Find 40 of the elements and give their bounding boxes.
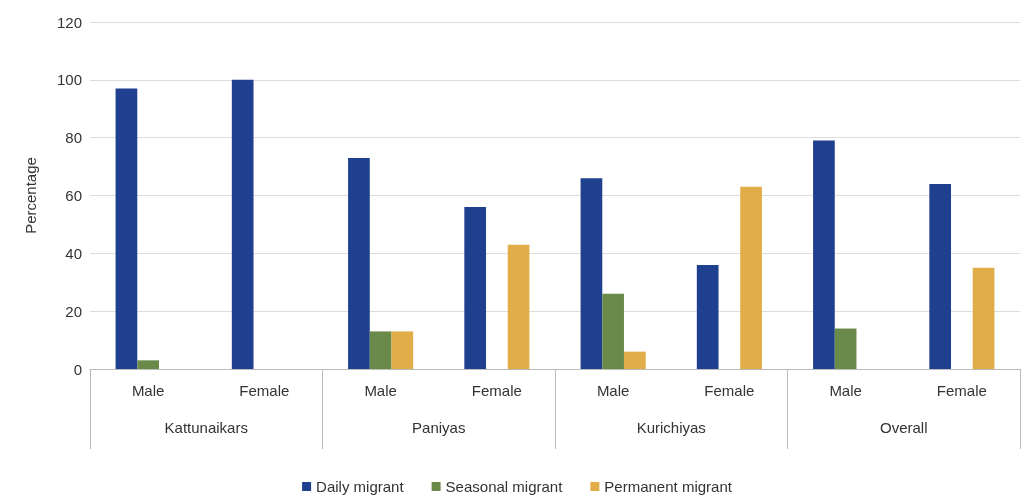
y-tick-label: 60 <box>65 187 82 204</box>
bar <box>464 207 487 369</box>
y-tick-label: 80 <box>65 129 82 147</box>
x-tick-label: Female <box>936 382 987 399</box>
x-tick-label: Female <box>239 382 290 399</box>
y-axis-title: Percentage <box>22 157 39 234</box>
text: Overall <box>879 419 928 436</box>
x-tick-label: Male <box>364 382 397 399</box>
bar <box>972 267 995 369</box>
x-tick-label: Female <box>704 382 755 399</box>
x-tick-label: Male <box>829 382 862 399</box>
bar <box>834 328 857 369</box>
x-tick-label: Male <box>131 382 165 399</box>
bar <box>623 351 646 369</box>
bar <box>696 264 719 369</box>
bar <box>231 79 254 369</box>
x-tick-label: Male <box>596 382 630 399</box>
bar <box>369 331 392 369</box>
y-tick-label: 20 <box>65 302 82 320</box>
legend-label: Permanent migrant <box>604 478 733 495</box>
legend-label: Daily migrant <box>316 478 405 495</box>
bar <box>929 183 952 369</box>
bar <box>602 293 624 369</box>
text: Kattunaikars <box>164 419 248 436</box>
bar <box>115 88 138 369</box>
bar <box>348 157 370 369</box>
bar <box>580 178 603 369</box>
bar <box>137 360 159 369</box>
bar <box>740 186 762 369</box>
y-tick-label: 120 <box>56 13 82 31</box>
bar <box>813 140 835 369</box>
text: Kurichiyas <box>636 419 706 436</box>
y-tick-label: 40 <box>65 244 82 262</box>
bar <box>507 244 530 369</box>
bar <box>391 331 414 369</box>
y-tick-label: 100 <box>56 71 82 89</box>
x-tick-label: Female <box>471 382 522 399</box>
text: Paniyas <box>412 419 466 436</box>
legend-label: Seasonal migrant <box>445 478 564 495</box>
y-tick-label: 0 <box>73 360 82 378</box>
